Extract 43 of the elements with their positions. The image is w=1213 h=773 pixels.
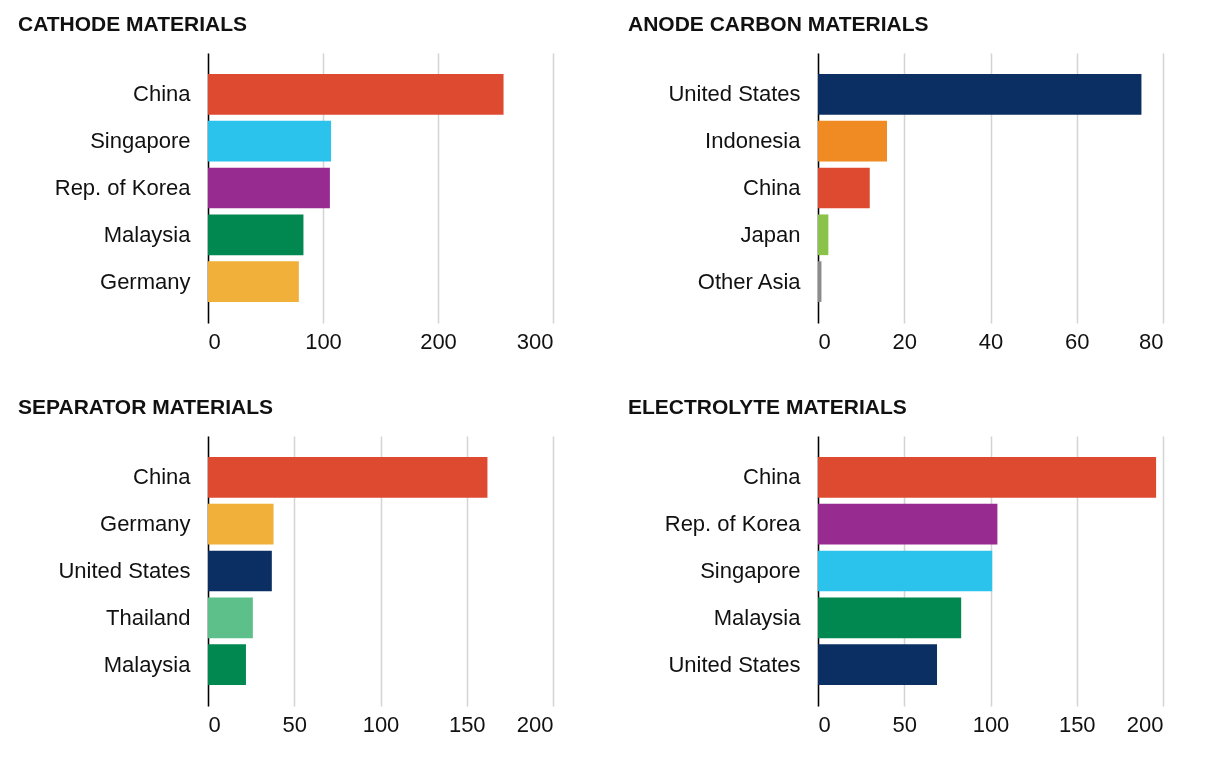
y-tick-label: China <box>133 81 192 107</box>
y-tick-label: China <box>743 175 802 200</box>
x-tick-label: 0 <box>818 328 831 354</box>
y-tick-label: Singapore <box>90 128 191 154</box>
y-tick-label: Germany <box>100 268 191 294</box>
y-tick-label: Germany <box>100 511 191 537</box>
y-tick-label: Malaysia <box>713 604 802 630</box>
x-tick-label: 200 <box>516 711 554 737</box>
x-tick-label: 100 <box>362 711 400 737</box>
chart-title: CATHODE MATERIALS <box>18 12 248 35</box>
y-tick-label: China <box>133 464 192 490</box>
x-tick-label: 200 <box>1126 711 1164 737</box>
x-tick-label: 60 <box>1065 328 1090 354</box>
x-tick-label: 80 <box>1139 328 1164 354</box>
x-tick-label: 300 <box>516 328 554 354</box>
chart-title: ANODE CARBON MATERIALS <box>628 12 929 35</box>
chart-title: SEPARATOR MATERIALS <box>18 395 274 418</box>
y-tick-label: United States <box>58 558 191 583</box>
x-tick-label: 150 <box>1058 711 1096 737</box>
x-tick-label: 50 <box>282 711 307 737</box>
y-tick-label: Thailand <box>106 604 191 630</box>
x-tick-label: 20 <box>892 328 917 354</box>
y-tick-label: Malaysia <box>103 221 192 247</box>
x-tick-label: 0 <box>818 711 831 737</box>
x-tick-label: 0 <box>208 328 221 354</box>
y-tick-label: Rep. of Korea <box>54 175 192 200</box>
x-tick-label: 100 <box>972 711 1010 737</box>
y-tick-label: Malaysia <box>103 651 192 677</box>
x-tick-label: 50 <box>892 711 917 737</box>
y-tick-label: Singapore <box>700 558 801 583</box>
y-tick-label: Rep. of Korea <box>664 511 802 537</box>
chart-title: ELECTROLYTE MATERIALS <box>628 395 907 418</box>
x-tick-label: 200 <box>420 328 457 354</box>
y-tick-label: United States <box>668 651 801 677</box>
y-tick-label: United States <box>668 81 801 107</box>
y-tick-label: Japan <box>740 221 801 247</box>
x-tick-label: 40 <box>978 328 1004 354</box>
y-tick-label: Indonesia <box>705 128 802 154</box>
y-tick-label: China <box>743 464 802 490</box>
x-tick-label: 150 <box>448 711 486 737</box>
y-tick-label: Other Asia <box>697 268 802 294</box>
x-tick-label: 0 <box>208 711 221 737</box>
x-tick-label: 100 <box>305 328 342 354</box>
